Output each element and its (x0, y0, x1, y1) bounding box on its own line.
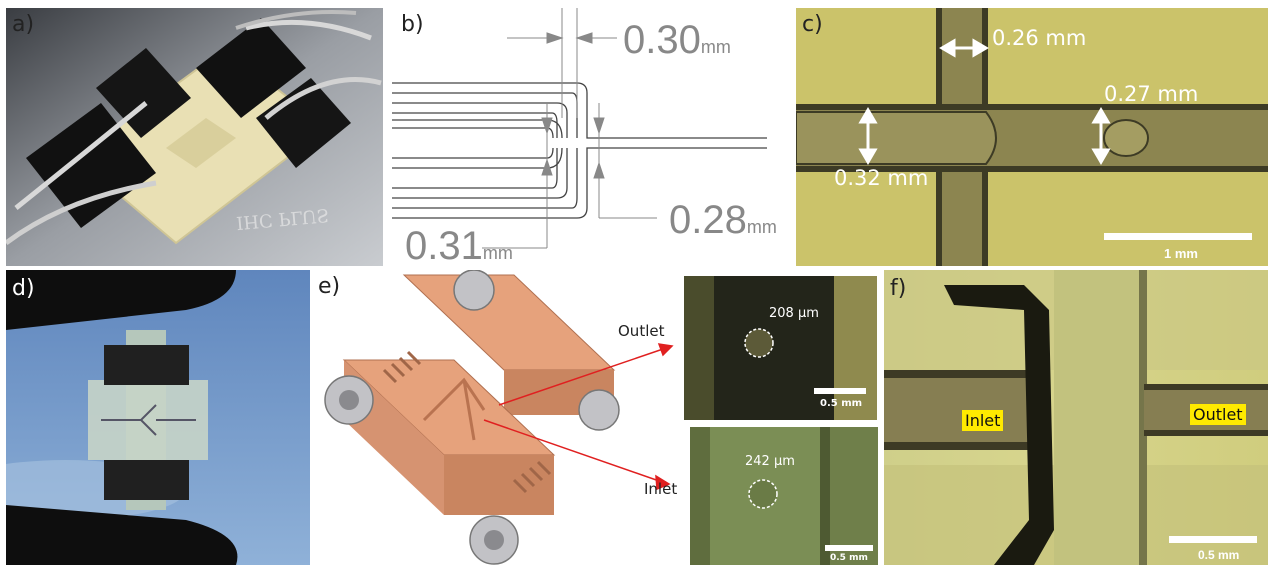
panel-e: e) Outlet Inlet 208 µm 0.5 mm 242 µm 0.5… (314, 270, 880, 565)
dim-left-value: 0.31 (405, 224, 483, 266)
panel-b-drawing (392, 8, 767, 249)
inlet-tag: Inlet (962, 410, 1004, 431)
inlet-scale-label: 0.5 mm (830, 553, 868, 563)
dim-left-unit: mm (482, 243, 513, 263)
panel-f-scale-label: 0.5 mm (1198, 548, 1240, 562)
dim-right-unit: mm (746, 217, 777, 237)
outlet-callout: Outlet (618, 322, 665, 340)
inlet-measure: 242 µm (745, 454, 795, 469)
outlet-micrograph-image (684, 276, 877, 420)
dim-right: 0.28mm (669, 198, 777, 243)
panel-c-label: c) (802, 12, 823, 37)
panel-c-micrograph (796, 8, 1268, 266)
scale-bar-label: 1 mm (1164, 246, 1198, 261)
measure-0-32: 0.32 mm (834, 166, 929, 190)
dim-left: 0.31mm (405, 224, 513, 266)
dim-right-value: 0.28 (669, 198, 747, 242)
panel-d-photo (6, 270, 310, 565)
panel-d: d) (6, 270, 310, 565)
inlet-micrograph: 242 µm 0.5 mm (690, 427, 878, 565)
panel-f: f) Inlet Outlet 0.5 mm (884, 270, 1268, 565)
dim-top-unit: mm (700, 37, 731, 57)
panel-a: a) IHC PLUS (6, 8, 383, 266)
outlet-measure: 208 µm (769, 306, 819, 321)
panel-e-cad (324, 270, 674, 565)
dim-top-value: 0.30 (623, 18, 701, 62)
panel-e-label: e) (318, 274, 341, 299)
inlet-callout: Inlet (644, 480, 678, 498)
outlet-tag: Outlet (1190, 404, 1246, 425)
panel-c: c) 0.26 mm 0.27 mm 0.32 mm 1 mm (796, 8, 1268, 266)
inlet-micrograph-image (690, 427, 878, 565)
panel-f-micrograph (884, 270, 1268, 565)
panel-b-label: b) (401, 12, 424, 37)
panel-a-photo (6, 8, 383, 266)
measure-0-26: 0.26 mm (992, 26, 1087, 50)
panel-f-label: f) (890, 276, 907, 301)
panel-b: b) 0.30mm 0.28mm 0.31mm (387, 8, 792, 266)
outlet-micrograph: 208 µm 0.5 mm (684, 276, 877, 420)
dim-top: 0.30mm (623, 18, 731, 63)
panel-a-label: a) (12, 12, 35, 37)
measure-0-27: 0.27 mm (1104, 82, 1199, 106)
outlet-scale-label: 0.5 mm (820, 398, 863, 409)
panel-d-label: d) (12, 276, 35, 301)
